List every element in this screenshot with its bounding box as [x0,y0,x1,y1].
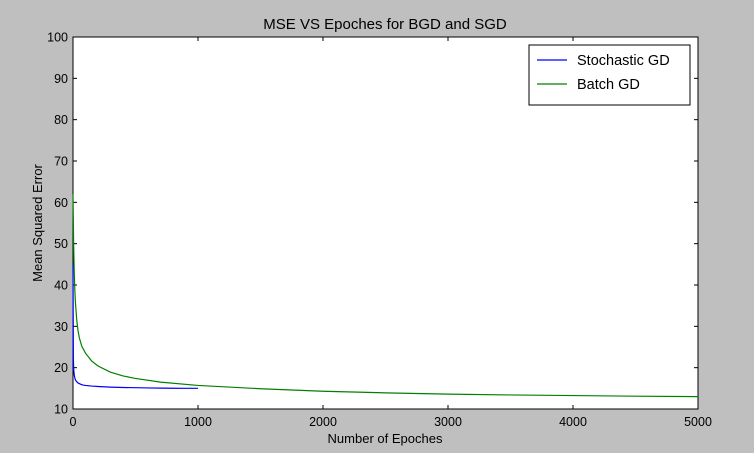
y-tick-label: 50 [54,237,68,251]
y-axis-label: Mean Squared Error [30,163,45,281]
legend-label: Stochastic GD [577,53,670,69]
series-lines [72,194,699,398]
y-tick-label: 100 [47,31,68,45]
x-tick-label: 0 [70,415,77,429]
y-tick-label: 30 [54,320,68,334]
y-ticks: 10 20 30 40 50 60 70 80 90 100 [47,31,698,417]
x-tick-label: 5000 [684,415,712,429]
x-ticks: 0 1000 2000 3000 4000 5000 [70,37,712,429]
y-tick-label: 80 [54,113,68,127]
series-line-batch-gd [72,194,699,398]
y-tick-label: 40 [54,279,68,293]
y-tick-label: 70 [54,155,68,169]
y-tick-label: 20 [54,361,68,375]
legend: Stochastic GD Batch GD [528,44,691,106]
y-tick-label: 10 [54,403,68,417]
legend-label: Batch GD [577,77,640,93]
chart-title: MSE VS Epoches for BGD and SGD [263,16,507,33]
x-axis-label: Number of Epoches [328,431,443,446]
y-tick-label: 90 [54,72,68,86]
legend-box [528,44,691,106]
y-tick-label: 60 [54,196,68,210]
x-tick-label: 1000 [184,415,212,429]
x-tick-label: 3000 [434,415,462,429]
series-line-stochastic-gd [72,264,198,389]
x-tick-label: 4000 [559,415,587,429]
x-tick-label: 2000 [309,415,337,429]
